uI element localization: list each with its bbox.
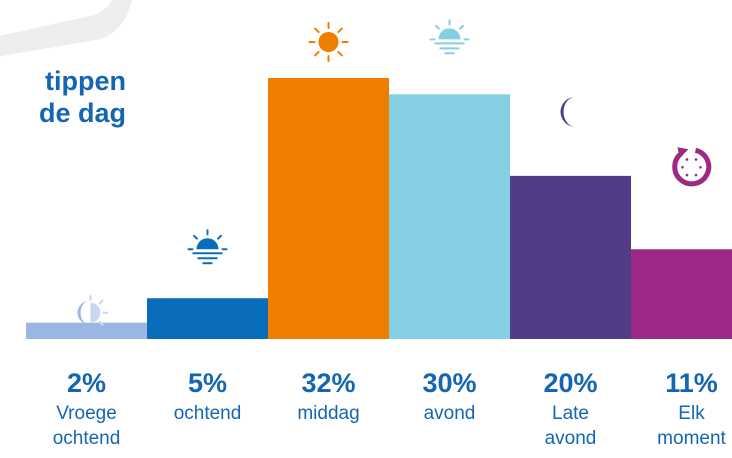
bar-6 [631, 249, 732, 339]
value-label-6: 11% [665, 368, 718, 398]
category-label-line: ochtend [52, 428, 121, 449]
value-label-2: 5% [187, 368, 228, 398]
bar-5 [510, 175, 631, 339]
sunrise-icon [187, 229, 228, 265]
category-label-line: moment [657, 428, 726, 449]
category-label-1: Vroege ochtend [32, 401, 142, 451]
category-label-line: Late [552, 403, 589, 424]
moon-sun-icon [77, 294, 109, 326]
value-label-5: 20% [543, 368, 598, 398]
category-label-4: avond [395, 401, 505, 426]
category-label-line: ochtend [173, 403, 242, 424]
title-line-2: de dag [38, 98, 126, 128]
sun-icon [308, 22, 349, 62]
bar-2 [147, 298, 268, 339]
category-label-5: Late avond [516, 401, 626, 451]
value-label-4: 30% [422, 368, 477, 398]
crescent-moon-icon [560, 96, 576, 127]
bar-1 [26, 322, 147, 339]
category-label-6: Elk moment [637, 401, 732, 451]
title-line-1: tippen [45, 66, 126, 96]
category-label-line: middag [297, 403, 360, 424]
category-label-3: middag [274, 401, 384, 426]
clock-cycle-icon [672, 147, 712, 187]
bar-4 [389, 94, 510, 339]
sunset-icon [429, 19, 470, 55]
value-label-1: 2% [66, 368, 107, 398]
bar-3 [268, 78, 389, 339]
category-label-line: avond [544, 428, 597, 449]
category-label-line: avond [423, 403, 476, 424]
category-label-line: Elk [678, 403, 705, 424]
category-label-line: Vroege [56, 403, 117, 424]
category-label-2: ochtend [153, 401, 263, 426]
value-label-3: 32% [301, 368, 356, 398]
